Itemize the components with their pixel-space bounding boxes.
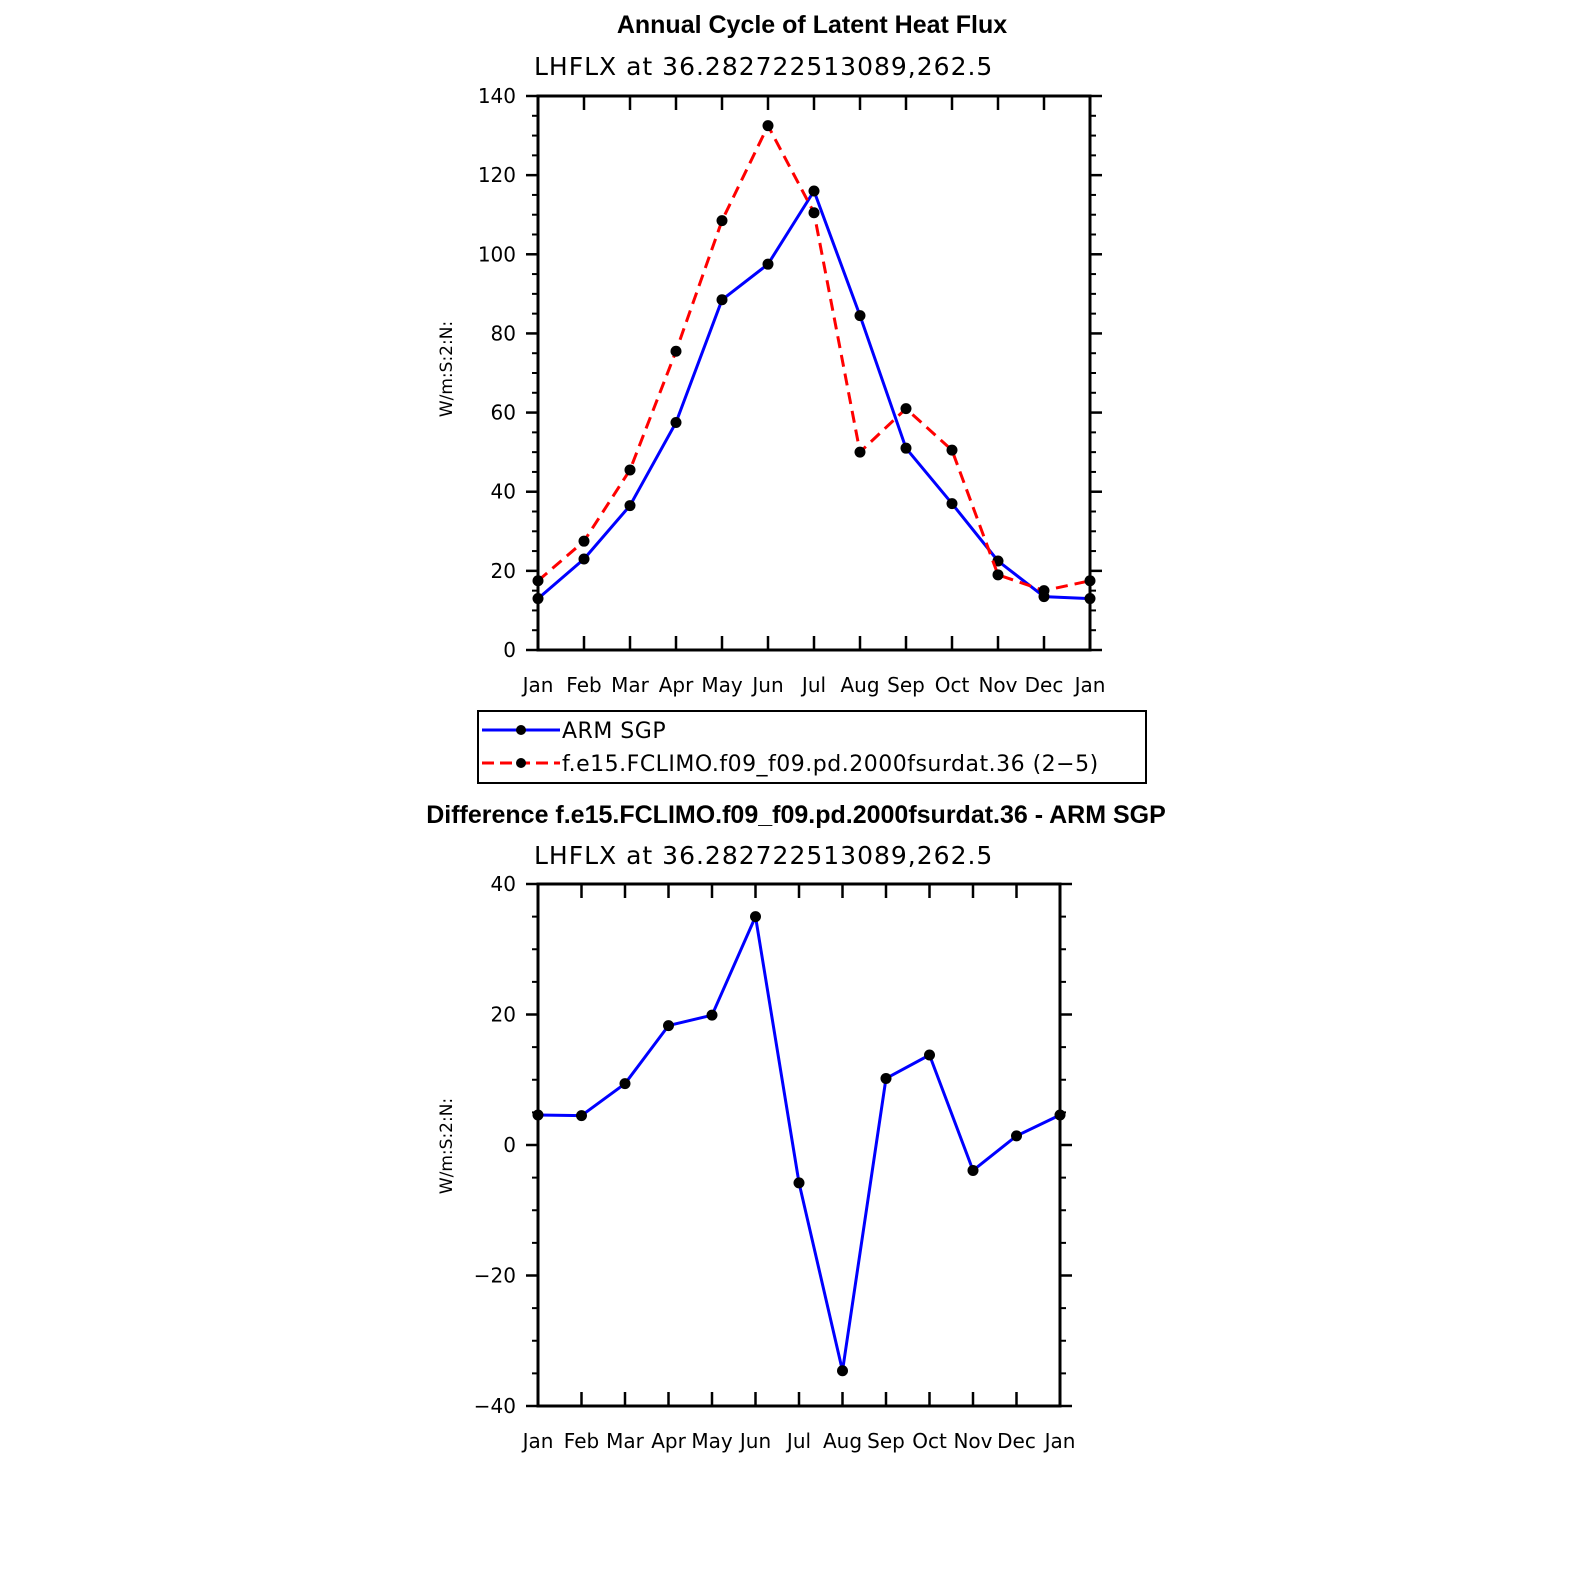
y-tick-label: −20 — [474, 1264, 516, 1288]
data-point — [900, 403, 912, 415]
y-tick-label: 100 — [478, 242, 516, 266]
plot-area: Jan Feb Mar Apr May Jun Jul Aug Sep Oct Nov Dec Jan−… — [474, 872, 1076, 1453]
data-point — [624, 500, 636, 512]
legend-label-arm-sgp: ARM SGP — [562, 719, 666, 744]
x-tick-label: May — [701, 673, 743, 697]
y-tick-label: 120 — [478, 163, 516, 187]
y-tick-label: 40 — [491, 872, 516, 896]
annual-cycle-panel: Annual Cycle of Latent Heat Flux LHFLX a… — [437, 11, 1147, 784]
x-tick-label: Nov — [978, 673, 1017, 697]
legend: ARM SGP f.e15.FCLIMO.f09_f09.pd.2000fsur… — [477, 710, 1147, 784]
data-point — [532, 593, 544, 605]
chart-subtitle: LHFLX at 36.282722513089,262.5 — [534, 52, 993, 81]
x-tick-label: Sep — [887, 673, 925, 697]
y-tick-label: 60 — [491, 401, 516, 425]
series-line — [537, 915, 1061, 1373]
data-point — [1084, 593, 1096, 605]
data-point — [762, 120, 774, 132]
data-point — [670, 345, 682, 357]
data-point — [808, 207, 820, 219]
data-point — [924, 1049, 935, 1061]
x-tick-label: May — [691, 1429, 733, 1453]
data-point — [1084, 575, 1096, 587]
x-tick-label: Apr — [659, 673, 694, 697]
data-point — [1038, 585, 1050, 597]
x-tick-label: Oct — [912, 1429, 947, 1453]
x-tick-label: Aug — [823, 1429, 862, 1453]
x-tick-label: Sep — [867, 1429, 905, 1453]
data-point — [532, 1109, 544, 1121]
x-tick-label: Jan — [1073, 673, 1106, 697]
data-point — [750, 911, 761, 923]
x-tick-label: Apr — [651, 1429, 686, 1453]
x-tick-label: Feb — [566, 673, 601, 697]
y-tick-label: 20 — [491, 1003, 516, 1027]
x-tick-label: Dec — [1025, 673, 1064, 697]
x-tick-label: Jul — [800, 673, 826, 697]
y-tick-label: 0 — [503, 638, 516, 662]
chart-subtitle: LHFLX at 36.282722513089,262.5 — [534, 841, 993, 870]
chart-title: Difference f.e15.FCLIMO.f09_f09.pd.2000f… — [426, 801, 1166, 829]
y-tick-label: 40 — [491, 480, 516, 504]
legend-box — [477, 710, 1147, 784]
x-tick-label: Mar — [611, 673, 650, 697]
x-tick-label: Oct — [935, 673, 970, 697]
y-tick-label: 140 — [478, 84, 516, 108]
data-point — [663, 1020, 674, 1032]
legend-label-model: f.e15.FCLIMO.f09_f09.pd.2000fsurdat.36 (… — [562, 752, 1099, 777]
x-tick-label: Aug — [840, 673, 879, 697]
data-point — [578, 553, 590, 565]
difference-panel: Difference f.e15.FCLIMO.f09_f09.pd.2000f… — [426, 801, 1166, 1453]
legend-marker-arm-sgp — [516, 725, 526, 735]
x-tick-label: Dec — [997, 1429, 1036, 1453]
plot-area: Jan Feb Mar Apr May Jun Jul Aug Sep Oct Nov Dec Jan0… — [478, 84, 1106, 697]
data-point — [1054, 1109, 1066, 1121]
x-tick-label: Jan — [521, 1429, 554, 1453]
x-tick-label: Jun — [750, 673, 783, 697]
data-point — [880, 1072, 892, 1084]
data-point — [706, 1009, 718, 1021]
data-point — [532, 575, 544, 587]
y-axis-label: W/m:S:2:N: — [437, 321, 457, 417]
data-point — [854, 310, 866, 322]
y-tick-label: −40 — [474, 1394, 516, 1418]
chart-title: Annual Cycle of Latent Heat Flux — [617, 11, 1007, 39]
y-tick-label: 80 — [491, 321, 516, 345]
data-point — [793, 1177, 805, 1189]
data-point — [1011, 1130, 1022, 1142]
x-tick-label: Nov — [953, 1429, 992, 1453]
x-tick-label: Jan — [521, 673, 554, 697]
y-tick-label: 20 — [491, 559, 516, 583]
x-tick-label: Jul — [785, 1429, 811, 1453]
data-point — [578, 535, 590, 547]
data-point — [670, 416, 682, 428]
legend-marker-model — [516, 758, 526, 768]
data-point — [619, 1078, 631, 1090]
data-point — [624, 464, 636, 476]
x-tick-label: Jan — [1043, 1429, 1076, 1453]
y-axis-label: W/m:S:2:N: — [437, 1098, 457, 1194]
data-point — [946, 498, 958, 510]
series-line — [537, 189, 1091, 601]
y-tick-label: 0 — [503, 1133, 516, 1157]
data-point — [854, 446, 866, 458]
data-point — [900, 442, 912, 454]
data-point — [716, 294, 728, 306]
plot-frame — [536, 882, 1062, 1408]
data-point — [992, 569, 1004, 581]
x-tick-label: Jun — [738, 1429, 771, 1453]
data-point — [716, 215, 728, 227]
data-point — [967, 1164, 979, 1176]
data-point — [946, 444, 958, 456]
data-point — [808, 185, 820, 197]
data-point — [762, 258, 774, 270]
x-tick-label: Feb — [564, 1429, 599, 1453]
x-tick-label: Mar — [606, 1429, 645, 1453]
data-point — [837, 1365, 848, 1377]
data-point — [576, 1110, 587, 1122]
